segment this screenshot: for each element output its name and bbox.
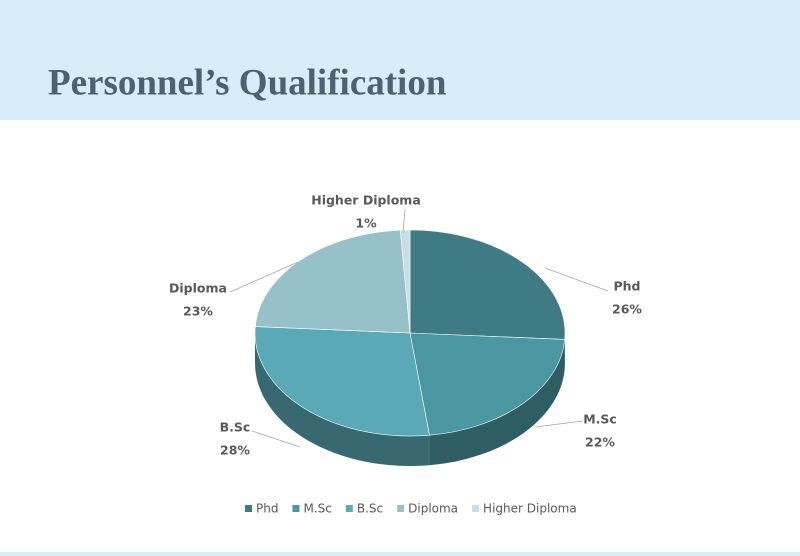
slice: [409, 229, 566, 340]
footer-band: [0, 552, 800, 556]
legend-label: Phd: [256, 502, 278, 516]
data-label-name: Diploma: [169, 281, 227, 296]
legend-label: Higher Diploma: [483, 502, 577, 516]
slice: [409, 332, 566, 436]
data-label-value: 28%: [220, 443, 250, 458]
leader-line: [229, 261, 299, 293]
data-label-name: M.Sc: [583, 412, 617, 427]
leader-line: [544, 267, 609, 292]
slice-side: [255, 333, 430, 466]
legend-swatch: [472, 505, 480, 512]
slice-side: [429, 339, 565, 466]
leader-line: [534, 420, 584, 428]
data-label-value: 23%: [183, 304, 213, 319]
pie-chart: Phd 26% M.Sc 22% B.Sc 28% Diploma 23% Higher Dip…: [169, 193, 642, 516]
slice: [399, 229, 411, 334]
slide-title: Personnel’s Qualification: [48, 62, 447, 103]
legend-label: Diploma: [408, 502, 458, 516]
legend-swatch: [292, 505, 300, 512]
header-band: [0, 0, 800, 120]
slice: [254, 229, 411, 334]
legend-label: B.Sc: [357, 502, 383, 516]
data-label-name: B.Sc: [220, 420, 251, 435]
data-label-value: 1%: [355, 216, 377, 231]
slice: [254, 326, 430, 437]
legend-swatch: [345, 505, 353, 512]
leader-line: [402, 208, 406, 234]
data-label-name: Phd: [613, 279, 640, 294]
leader-line: [251, 430, 301, 448]
legend-label: M.Sc: [303, 502, 331, 516]
data-label-value: 22%: [585, 435, 615, 450]
legend-swatch: [245, 505, 252, 512]
legend-swatch: [397, 505, 405, 512]
data-label-name: Higher Diploma: [311, 193, 421, 208]
data-label-value: 26%: [612, 302, 642, 317]
